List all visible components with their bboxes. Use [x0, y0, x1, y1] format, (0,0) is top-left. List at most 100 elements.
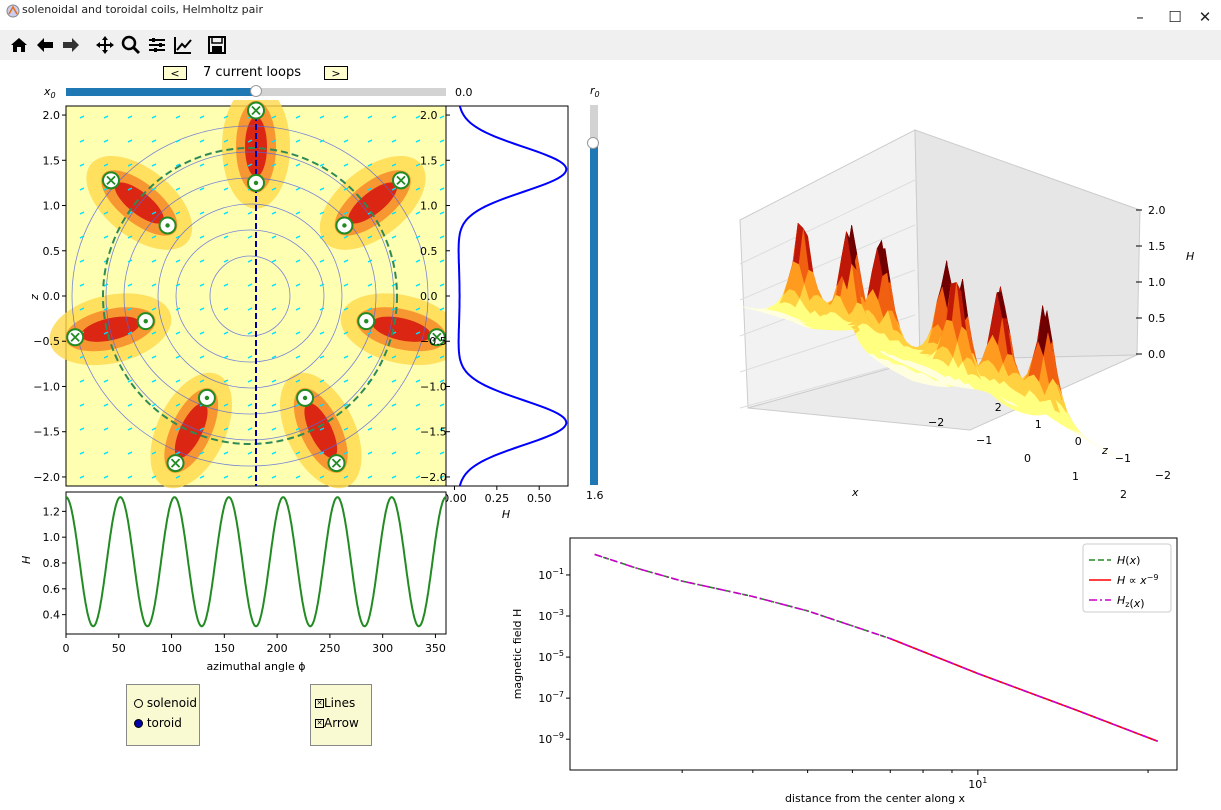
loglog-series-line	[594, 553, 1158, 743]
home-icon[interactable]	[8, 34, 30, 56]
forward-arrow-icon[interactable]	[60, 34, 82, 56]
field-arrow	[343, 115, 349, 119]
field-arrow	[415, 331, 421, 335]
field-arrow	[175, 307, 181, 311]
current-loop-markers	[66, 101, 446, 473]
field-arrow	[151, 331, 157, 335]
field-arrow	[199, 115, 205, 119]
field-map-ytick-label: −1.0	[33, 380, 60, 393]
field-arrow	[151, 355, 157, 359]
radio-toroid-indicator[interactable]	[134, 719, 143, 728]
close-button[interactable]: ✕	[1198, 8, 1212, 26]
r0-slider-handle[interactable]	[587, 137, 599, 149]
field-arrow	[103, 139, 109, 143]
field-arrow	[175, 475, 181, 479]
profile-plot[interactable]: 2.0 1.5 1.0 0.5 0.0 −0.5 −1.0 −1.5 −2.0 0.00 0.25…	[410, 100, 590, 520]
field-arrow	[415, 283, 421, 287]
check-arrow-box[interactable]: ✕	[315, 719, 324, 728]
save-icon[interactable]	[206, 34, 228, 56]
field-arrow	[79, 139, 85, 143]
field-arrow	[439, 187, 445, 191]
field-arrow	[271, 451, 277, 455]
field-arrow	[79, 475, 85, 479]
coil-cross-icon	[106, 175, 116, 185]
profile-xtick-label: 0.25	[485, 492, 510, 505]
field-arrow	[175, 283, 181, 287]
azimuthal-xlabel: azimuthal angle ϕ	[206, 660, 305, 673]
coil-dot-icon	[165, 223, 170, 228]
field-arrow	[319, 331, 325, 335]
field-arrow	[439, 451, 445, 455]
field-arrow	[295, 211, 301, 215]
loglog-xlabel: distance from the center along x	[785, 792, 966, 805]
field-map-plot[interactable]: 2.0 1.5 1.0 0.5 0.0 −0.5 −1.0 −1.5 −2.0 z	[30, 100, 450, 495]
field-arrow	[295, 163, 301, 167]
field-map-ytick-label: −2.0	[33, 471, 60, 484]
field-map-ytick-label: 0.5	[43, 245, 61, 258]
zoom-icon[interactable]	[120, 34, 142, 56]
field-arrow	[247, 163, 253, 167]
field-arrow	[79, 355, 85, 359]
field-arrow	[367, 187, 373, 191]
field-arrow	[319, 163, 325, 167]
field-arrow	[151, 259, 157, 263]
azimuthal-xtick-label: 300	[372, 642, 393, 655]
field-arrow	[415, 355, 421, 359]
back-arrow-icon[interactable]	[34, 34, 56, 56]
field-arrow	[127, 379, 133, 383]
coil-dot-icon	[143, 318, 148, 324]
surface-ylabel: z	[1101, 444, 1108, 457]
pan-icon[interactable]	[94, 34, 116, 56]
surface-ytick-label: 2	[995, 401, 1002, 414]
azimuthal-plot[interactable]: 0 50 100 150 200 250 300 350 1.2 1.0 0.8 0.6 0.4 az…	[20, 488, 460, 678]
surface-xtick-label: 1	[1072, 470, 1079, 483]
field-arrow	[367, 355, 373, 359]
field-arrow	[319, 379, 325, 383]
radio-solenoid[interactable]: solenoid	[134, 696, 197, 710]
radio-solenoid-label: solenoid	[146, 696, 198, 710]
loglog-x-ticks: 101	[681, 770, 1149, 791]
field-arrow	[199, 211, 205, 215]
surface-3d-plot[interactable]: −2 −1 0 1 2 2 1 0 −1 −2 2.0 1.5 1.0 0.5 0.0 x z H	[700, 90, 1210, 520]
r0-slider[interactable]	[587, 105, 599, 485]
configure-subplots-icon[interactable]	[146, 34, 168, 56]
radio-toroid[interactable]: toroid	[134, 716, 182, 730]
radio-solenoid-indicator[interactable]	[134, 699, 143, 708]
x0-slider-handle[interactable]	[250, 85, 262, 97]
field-arrow	[415, 115, 421, 119]
field-arrow	[127, 451, 133, 455]
loglog-plot[interactable]: 10−1 10−3 10−5 10−7 10−9 101 H(x) H ∝ x−9 Hz(x…	[505, 530, 1210, 808]
next-loops-button[interactable]: >	[324, 66, 348, 80]
field-arrow	[271, 259, 277, 263]
field-arrow	[79, 187, 85, 191]
field-arrow	[271, 355, 277, 359]
field-arrow	[127, 187, 133, 191]
surface-ztick-label: 1.0	[1148, 276, 1166, 289]
field-arrow	[439, 259, 445, 263]
check-lines[interactable]: ✕ Lines	[315, 696, 355, 710]
prev-loops-button[interactable]: <	[163, 66, 187, 80]
profile-ytick-label: 1.5	[420, 154, 438, 167]
field-arrow	[295, 235, 301, 239]
surface-ytick-label: −2	[1155, 469, 1171, 482]
field-line	[209, 255, 291, 337]
field-arrow	[199, 331, 205, 335]
field-hotspot-core	[304, 403, 338, 458]
x0-slider-fill	[66, 88, 256, 96]
check-arrow[interactable]: ✕ Arrow	[315, 716, 359, 730]
loglog-ytick-label: 10−9	[538, 731, 564, 746]
coil-cross-icon	[432, 332, 442, 342]
surface-tick-labels: −2 −1 0 1 2 2 1 0 −1 −2 2.0 1.5 1.0 0.5 0.0	[928, 204, 1171, 501]
field-arrow	[439, 427, 445, 431]
field-arrow	[319, 211, 325, 215]
minimize-button[interactable]: –	[1136, 8, 1144, 26]
maximize-button[interactable]: ☐	[1168, 8, 1182, 26]
coil-dot-icon	[204, 395, 210, 401]
check-lines-box[interactable]: ✕	[315, 699, 324, 708]
field-arrow	[271, 331, 277, 335]
field-arrow	[271, 307, 277, 311]
field-arrow	[439, 139, 445, 143]
edit-axis-icon[interactable]	[172, 34, 194, 56]
field-arrow	[343, 403, 349, 407]
x0-slider[interactable]	[66, 85, 446, 97]
